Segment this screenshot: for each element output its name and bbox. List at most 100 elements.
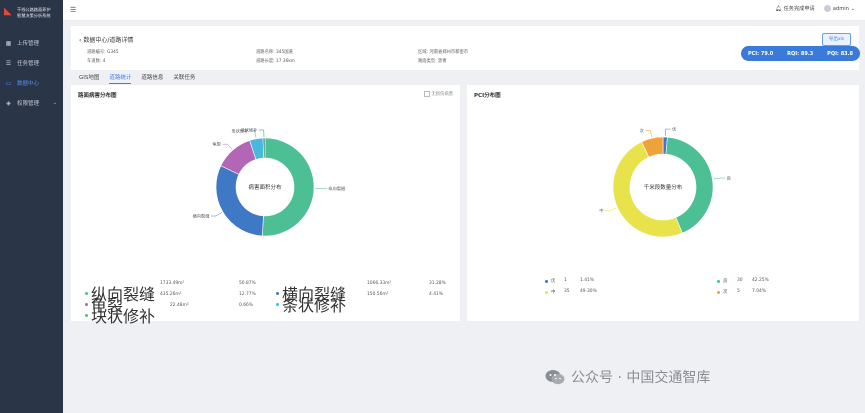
metrics-pill: PCI: 79.0 RQI: 89.3 PQI: 83.8 — [741, 46, 860, 61]
checkbox-label: 无损伤病害 — [431, 92, 453, 97]
pci-distribution-panel: PCI分布图 优良中次千米段数量分布 优 1 1.41% 良 30 42.25%… — [467, 85, 859, 321]
slice-label: 中 — [599, 207, 603, 214]
metric-rqi: RQI: 89.3 — [787, 50, 814, 57]
checkbox-icon — [423, 91, 430, 97]
legend-dot — [717, 290, 720, 294]
slice-label: 次 — [640, 127, 645, 134]
notification-link[interactable]: 🔔︎ 任务完成申请 — [775, 5, 814, 12]
legend-count: 35 — [564, 289, 570, 294]
user-menu[interactable]: admin ⌄ — [823, 5, 855, 12]
logo-mark-icon: ◣ — [4, 6, 12, 17]
legend-value: 435.26m² — [160, 292, 182, 297]
shield-icon: ◈ — [6, 99, 11, 107]
sidebar-item-label: 上传管理 — [17, 41, 40, 47]
label-leader-line — [713, 177, 726, 180]
app-logo: ◣ 干线公路路面养护 智慧决策分析系统 — [0, 0, 63, 33]
legend-value: 22.48m² — [170, 303, 189, 308]
donut-slice[interactable] — [262, 137, 266, 159]
legend-value: 150.56m² — [367, 292, 389, 297]
metric-pci: PCI: 79.0 — [747, 50, 774, 57]
donut-slice[interactable] — [641, 136, 664, 158]
logo-text-line1: 干线公路路面养护 — [17, 7, 51, 12]
road-name-info: 道路名称: 345国道 — [256, 50, 293, 55]
sidebar-item-label: 权限管理 — [17, 101, 40, 107]
main-content: ‹ 数据中心/道路详情 道路编号: G345 车道数: 4 道路名称: 345国… — [63, 21, 865, 413]
label-leader-line — [665, 128, 671, 137]
legend-dot — [85, 313, 88, 317]
slice-label: 龟裂 — [213, 141, 221, 148]
label-leader-line — [645, 130, 653, 138]
bell-icon: 🔔︎ — [775, 6, 782, 12]
donut-slice[interactable] — [612, 141, 683, 238]
legend-dot — [276, 291, 279, 295]
legend-dot — [545, 290, 548, 294]
sidebar-item-label: 任务管理 — [17, 61, 40, 67]
chevron-down-icon: ⌄ — [52, 100, 57, 106]
wechat-icon — [545, 369, 565, 384]
slice-label: 纵向裂缝 — [328, 185, 346, 192]
legend-dot — [276, 302, 279, 306]
surface-info: 路面类型: 沥青 — [418, 59, 447, 64]
slice-label: 良 — [727, 175, 731, 182]
legend-item: 条状修补 — [276, 292, 346, 316]
monitor-icon: ▭ — [5, 79, 12, 87]
sidebar: ◣ 干线公路路面养护 智慧决策分析系统 ▦ 上传管理 ☰ 任务管理 ▭ 数据中心… — [0, 0, 63, 413]
tab-road-statistics[interactable]: 道路统计 — [109, 73, 132, 84]
panel-title: PCI分布图 — [474, 93, 501, 99]
disease-distribution-panel: 路面病害分布图 无损伤病害 纵向裂缝 横向裂缝 龟裂 条状修补 块状修补 病害面积分布 纵… — [71, 85, 460, 326]
label-leader-line — [249, 130, 257, 138]
slice-label: 块状修补 — [241, 127, 259, 134]
legend-dot — [85, 291, 88, 295]
legend-percent: 0.66% — [239, 303, 253, 308]
road-code-info: 道路编号: G345 — [87, 50, 119, 55]
slice-label: 横向裂缝 — [193, 212, 211, 219]
topbar: ☰ 🔔︎ 任务完成申请 admin ⌄ — [63, 0, 865, 21]
watermark: 公众号 · 中国交通智库 — [545, 367, 710, 387]
legend-dot — [717, 279, 720, 283]
tab-road-info[interactable]: 道路信息 — [141, 75, 164, 81]
legend-value: 1733.49m² — [160, 281, 185, 286]
legend-item: 龟裂 — [85, 292, 123, 316]
tab-related-tasks[interactable]: 关联任务 — [173, 75, 196, 81]
region-info: 区域: 河南省郑州市新密市 — [418, 50, 469, 55]
legend-percent: 4.41% — [429, 292, 443, 297]
sidebar-item-permissions[interactable]: ◈ 权限管理 ⌄ — [0, 93, 63, 113]
user-name: admin — [832, 6, 849, 12]
avatar — [823, 5, 831, 12]
watermark-text: 公众号 · 中国交通智库 — [571, 370, 711, 386]
chevron-down-icon: ⌄ — [850, 6, 855, 12]
donut-center-label: 千米段数量分布 — [644, 183, 683, 191]
road-length-info: 道路长度: 17.36km — [256, 59, 295, 64]
legend-count: 30 — [737, 278, 743, 283]
no-damage-checkbox[interactable]: 无损伤病害 — [423, 91, 453, 97]
legend-count: 5 — [737, 289, 740, 294]
tab-bar: GIS地图 道路统计 道路信息 关联任务 — [79, 73, 195, 84]
legend-percent: 1.41% — [580, 278, 594, 283]
road-header-card: ‹ 数据中心/道路详情 道路编号: G345 车道数: 4 道路名称: 345国… — [71, 26, 859, 70]
donut-center-label: 病害面积分布 — [248, 183, 282, 191]
lanes-value: 4 — [102, 59, 106, 64]
legend-percent: 12.77% — [239, 292, 256, 297]
panel-title: 路面病害分布图 — [78, 93, 117, 99]
tab-gis-map[interactable]: GIS地图 — [79, 75, 100, 81]
lanes-info: 车道数: 4 — [87, 59, 106, 64]
label-leader-line — [605, 207, 617, 211]
legend-item: 块状修补 — [85, 303, 155, 327]
slice-label: 条状修补 — [232, 127, 250, 134]
legend-item: 次 — [717, 289, 727, 295]
export-xls-button[interactable]: 导出xls — [822, 33, 851, 46]
breadcrumb: 数据中心/道路详情 — [83, 37, 134, 44]
legend-item: 横向裂缝 — [276, 281, 346, 305]
menu-collapse-icon[interactable]: ☰ — [70, 6, 77, 14]
legend-percent: 7.04% — [752, 289, 766, 294]
donut-slice[interactable] — [215, 165, 264, 237]
surface-value: 沥青 — [438, 59, 447, 64]
legend-count: 1 — [564, 278, 567, 283]
sidebar-item-tasks[interactable]: ☰ 任务管理 — [0, 53, 63, 73]
sidebar-item-upload[interactable]: ▦ 上传管理 — [0, 33, 63, 53]
legend-item: 优 — [545, 278, 555, 284]
sidebar-item-data-center[interactable]: ▭ 数据中心 — [0, 73, 63, 93]
back-breadcrumb[interactable]: ‹ 数据中心/道路详情 — [79, 37, 134, 44]
donut-slice[interactable] — [262, 137, 315, 237]
